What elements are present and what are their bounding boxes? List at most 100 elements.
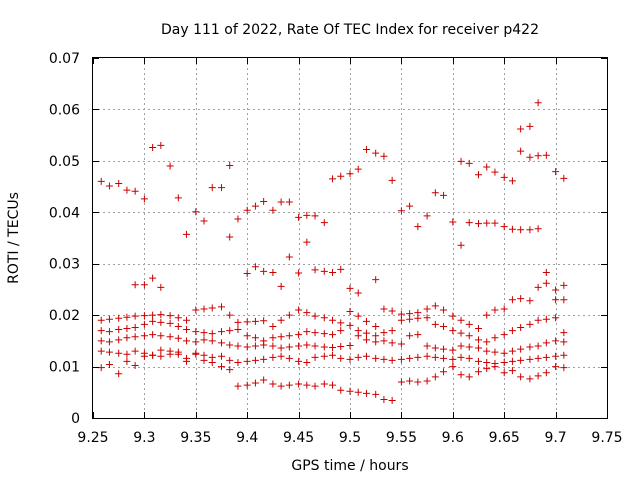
data-point [123, 350, 131, 358]
data-point [337, 386, 345, 394]
data-point [372, 332, 380, 340]
data-point [465, 159, 473, 167]
data-point [560, 329, 568, 337]
data-point [260, 317, 268, 325]
data-point [269, 353, 277, 361]
data-point [372, 276, 380, 284]
data-point [295, 331, 303, 339]
data-point [123, 357, 131, 365]
data-point [380, 355, 388, 363]
y-tick-label: 0 [71, 411, 80, 427]
data-point [140, 281, 148, 289]
data-point [320, 314, 328, 322]
data-point [346, 284, 354, 292]
data-point [534, 99, 542, 107]
data-point [397, 355, 405, 363]
data-point [534, 372, 542, 380]
data-point [517, 345, 525, 353]
data-point [285, 343, 293, 351]
data-point [115, 370, 123, 378]
data-point [388, 339, 396, 347]
data-point [388, 307, 396, 315]
data-point [243, 269, 251, 277]
data-point [354, 289, 362, 297]
data-point [208, 358, 216, 366]
data-point [508, 367, 516, 375]
data-point [277, 382, 285, 390]
data-point [329, 344, 337, 352]
data-point [200, 356, 208, 364]
data-point [542, 353, 550, 361]
data-point [295, 342, 303, 350]
data-point [483, 163, 491, 171]
data-point [354, 165, 362, 173]
data-point [560, 351, 568, 359]
data-point [346, 341, 354, 349]
data-point [174, 350, 182, 358]
data-point [183, 357, 191, 365]
data-point [115, 314, 123, 322]
data-point [140, 320, 148, 328]
data-point [269, 342, 277, 350]
data-point [234, 358, 242, 366]
data-point [269, 334, 277, 342]
data-point [483, 365, 491, 373]
data-point [475, 220, 482, 228]
data-point [269, 380, 277, 388]
data-point [337, 319, 345, 327]
data-point [260, 267, 268, 275]
data-point [200, 217, 208, 225]
data-point [491, 306, 499, 314]
axis-ticks [93, 58, 608, 419]
data-point [149, 143, 157, 151]
data-point [337, 265, 345, 273]
data-point [123, 313, 131, 321]
data-point [269, 268, 277, 276]
data-point [465, 332, 473, 340]
data-point [423, 377, 431, 385]
data-point [517, 356, 525, 364]
data-point [295, 306, 303, 314]
data-point [192, 328, 200, 336]
data-point [311, 382, 319, 390]
data-point [500, 369, 508, 377]
data-point [491, 219, 499, 227]
data-point [483, 219, 491, 227]
data-point [277, 282, 285, 290]
data-point [475, 344, 482, 352]
data-point [218, 184, 225, 192]
data-point [260, 341, 268, 349]
data-point [243, 343, 251, 351]
data-point [149, 274, 157, 282]
data-point [149, 317, 157, 325]
data-point [372, 354, 380, 362]
data-point [295, 213, 303, 221]
data-point [140, 195, 148, 203]
data-point [251, 334, 259, 342]
data-point [218, 303, 225, 311]
data-point [542, 151, 550, 159]
data-point [517, 147, 525, 155]
data-point [423, 342, 431, 350]
data-point [166, 347, 174, 355]
data-point [372, 149, 380, 157]
x-tick-label: 9.65 [489, 430, 520, 446]
data-point [157, 318, 165, 326]
x-axis-label: GPS time / hours [291, 458, 408, 474]
data-point [491, 334, 499, 342]
data-point [552, 352, 560, 360]
data-point [362, 146, 370, 154]
data-point [311, 353, 319, 361]
data-point [440, 306, 448, 314]
data-point [200, 305, 208, 313]
data-point [97, 177, 105, 185]
data-point [500, 349, 508, 357]
x-tick-label: 9.55 [386, 430, 417, 446]
data-point [123, 186, 131, 194]
data-point [500, 331, 508, 339]
y-tick-label: 0.05 [49, 154, 80, 170]
data-point [277, 344, 285, 352]
data-point [97, 327, 105, 335]
data-point [534, 225, 542, 233]
